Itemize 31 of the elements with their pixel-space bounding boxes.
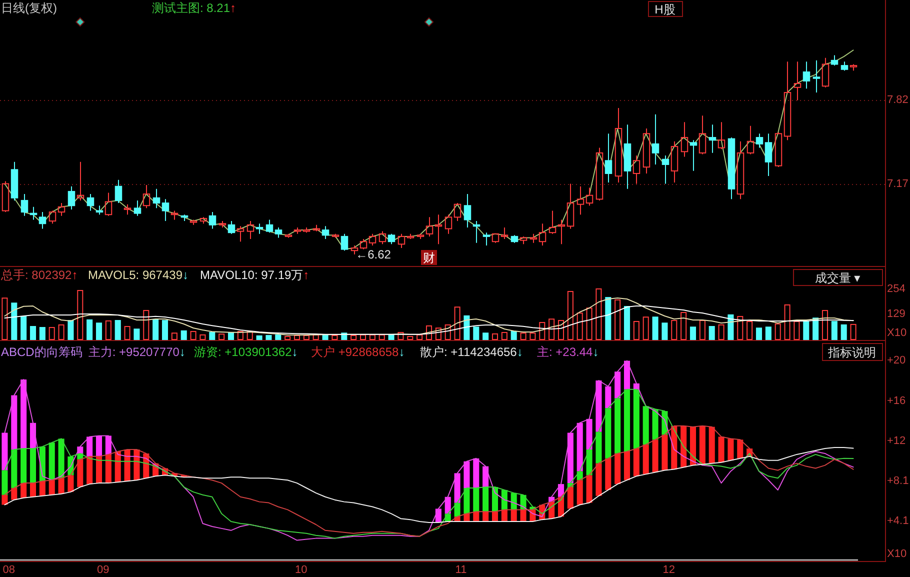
y-tick-label: +8.1 xyxy=(887,474,909,487)
x-tick-label: 08 xyxy=(2,564,15,576)
annotation: 主: +23.44↓ xyxy=(537,345,599,359)
annotation: H股 xyxy=(654,2,676,16)
annotation: 测试主图: 8.21↑ xyxy=(152,1,236,15)
y-axis-title: X10 xyxy=(887,327,907,339)
y-axis-title: X10 xyxy=(887,548,907,560)
y-tick-label: +16 xyxy=(887,394,906,407)
annotation: 游资: +103901362↓ xyxy=(194,345,298,359)
chart-title: ABCD的向筹码 xyxy=(1,345,82,359)
annotation: 散户: +114234656↓ xyxy=(420,345,523,359)
annotation: 大户 +92868658↓ xyxy=(311,345,405,359)
y-tick-label: 129 xyxy=(887,308,906,320)
annotation: 成交量 ▾ xyxy=(814,271,860,285)
annotation: MAVOL10: 97.19万↑ xyxy=(200,268,310,282)
y-tick-label: 7.82 xyxy=(887,94,908,106)
x-tick-label: 11 xyxy=(455,564,467,576)
y-tick-label: +12 xyxy=(887,434,906,447)
y-tick-label: 254 xyxy=(887,283,906,296)
annotation: ←6.62 xyxy=(356,247,392,262)
annotation: 主力: +95207770↓ xyxy=(88,345,186,359)
annotation: MAVOL5: 967439↓ xyxy=(88,268,189,282)
y-tick-label: 7.17 xyxy=(887,178,908,190)
x-tick-label: 10 xyxy=(295,564,308,576)
y-tick-label: +4.1 xyxy=(887,514,909,527)
x-tick-label: 09 xyxy=(97,564,110,576)
annotation: 指标说明 xyxy=(827,346,876,360)
y-tick-label: +20 xyxy=(887,354,906,367)
x-tick-label: 12 xyxy=(662,564,675,576)
chart-title: 日线(复权) xyxy=(1,1,57,15)
annotation: 总手: 802392↑ xyxy=(0,268,78,282)
